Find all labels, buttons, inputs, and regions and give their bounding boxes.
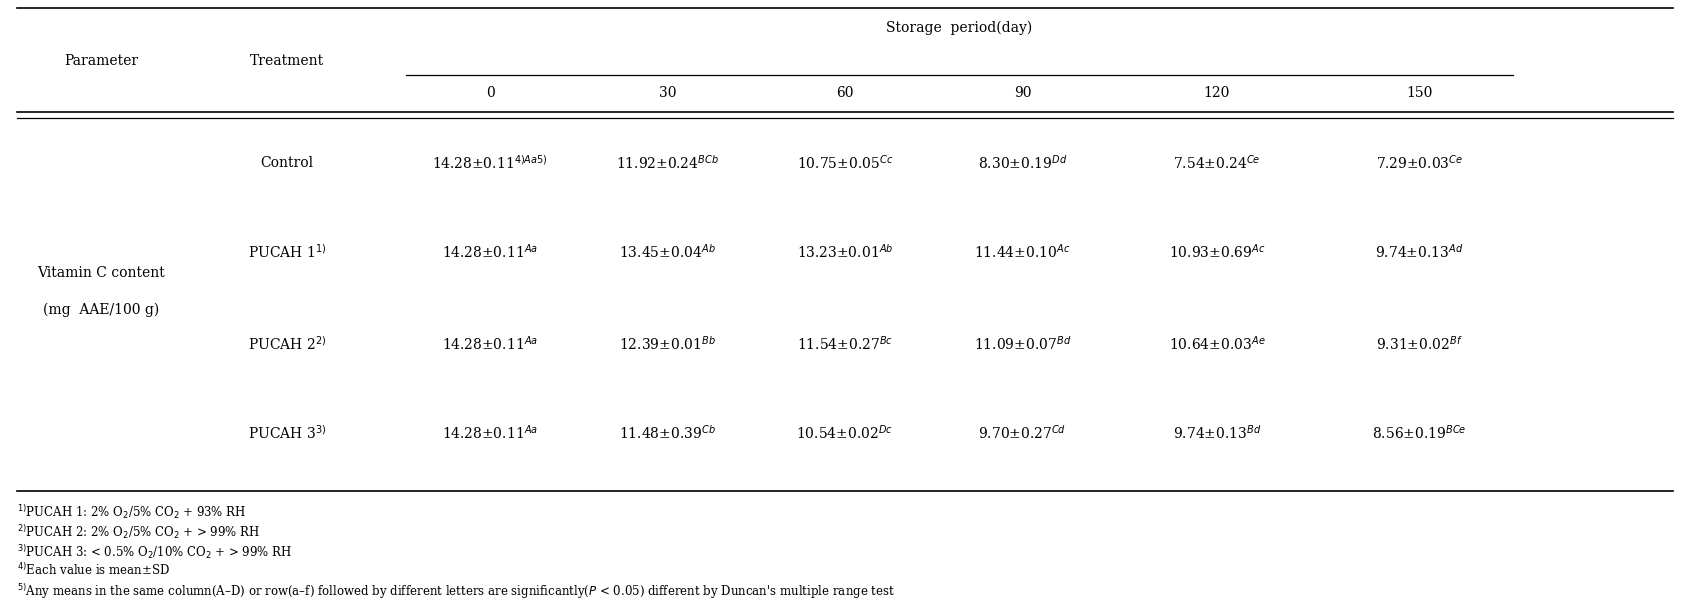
Text: 11.54±0.27$^{Bc}$: 11.54±0.27$^{Bc}$ <box>797 335 892 353</box>
Text: 9.31±0.02$^{Bf}$: 9.31±0.02$^{Bf}$ <box>1375 335 1463 353</box>
Text: 90: 90 <box>1013 87 1030 100</box>
Text: 13.45±0.04$^{Ab}$: 13.45±0.04$^{Ab}$ <box>618 243 716 261</box>
Text: 30: 30 <box>659 87 676 100</box>
Text: $^{4)}$Each value is mean±SD: $^{4)}$Each value is mean±SD <box>17 562 169 578</box>
Text: 9.74±0.13$^{Bd}$: 9.74±0.13$^{Bd}$ <box>1172 424 1260 442</box>
Text: 120: 120 <box>1203 87 1230 100</box>
Text: 10.54±0.02$^{Dc}$: 10.54±0.02$^{Dc}$ <box>796 424 893 442</box>
Text: 7.54±0.24$^{Ce}$: 7.54±0.24$^{Ce}$ <box>1172 154 1260 172</box>
Text: 14.28±0.11$^{Aa}$: 14.28±0.11$^{Aa}$ <box>443 243 537 261</box>
Text: $^{2)}$PUCAH 2: 2% O$_2$/5% CO$_2$ + > 99% RH: $^{2)}$PUCAH 2: 2% O$_2$/5% CO$_2$ + > 9… <box>17 523 260 541</box>
Text: 8.56±0.19$^{BCe}$: 8.56±0.19$^{BCe}$ <box>1371 424 1466 442</box>
Text: PUCAH 2$^{2)}$: PUCAH 2$^{2)}$ <box>248 335 326 353</box>
Text: 11.44±0.10$^{Ac}$: 11.44±0.10$^{Ac}$ <box>975 243 1069 261</box>
Text: PUCAH 1$^{1)}$: PUCAH 1$^{1)}$ <box>248 243 326 261</box>
Text: 14.28±0.11$^{4)Aa5)}$: 14.28±0.11$^{4)Aa5)}$ <box>432 154 547 172</box>
Text: 14.28±0.11$^{Aa}$: 14.28±0.11$^{Aa}$ <box>443 424 537 442</box>
Text: 8.30±0.19$^{Dd}$: 8.30±0.19$^{Dd}$ <box>978 154 1066 172</box>
Text: 11.48±0.39$^{Cb}$: 11.48±0.39$^{Cb}$ <box>618 424 716 442</box>
Text: 7.29±0.03$^{Ce}$: 7.29±0.03$^{Ce}$ <box>1375 154 1463 172</box>
Text: 14.28±0.11$^{Aa}$: 14.28±0.11$^{Aa}$ <box>443 335 537 353</box>
Text: 9.74±0.13$^{Ad}$: 9.74±0.13$^{Ad}$ <box>1375 243 1463 261</box>
Text: PUCAH 3$^{3)}$: PUCAH 3$^{3)}$ <box>248 424 326 442</box>
Text: Vitamin C content: Vitamin C content <box>37 266 166 280</box>
Text: (mg  AAE/100 g): (mg AAE/100 g) <box>44 303 159 317</box>
Text: Treatment: Treatment <box>250 55 324 68</box>
Text: $^{3)}$PUCAH 3: < 0.5% O$_2$/10% CO$_2$ + > 99% RH: $^{3)}$PUCAH 3: < 0.5% O$_2$/10% CO$_2$ … <box>17 543 292 561</box>
Text: 10.64±0.03$^{Ae}$: 10.64±0.03$^{Ae}$ <box>1167 335 1265 353</box>
Text: 13.23±0.01$^{Ab}$: 13.23±0.01$^{Ab}$ <box>796 243 893 261</box>
Text: 10.75±0.05$^{Cc}$: 10.75±0.05$^{Cc}$ <box>796 154 893 172</box>
Text: 150: 150 <box>1405 87 1432 100</box>
Text: Storage  period(day): Storage period(day) <box>885 20 1032 35</box>
Text: $^{5)}$Any means in the same column(A–D) or row(a–f) followed by different lette: $^{5)}$Any means in the same column(A–D)… <box>17 582 895 601</box>
Text: 11.09±0.07$^{Bd}$: 11.09±0.07$^{Bd}$ <box>973 335 1071 353</box>
Text: 11.92±0.24$^{BCb}$: 11.92±0.24$^{BCb}$ <box>616 154 718 172</box>
Text: Control: Control <box>260 156 314 169</box>
Text: 10.93±0.69$^{Ac}$: 10.93±0.69$^{Ac}$ <box>1169 243 1263 261</box>
Text: $^{1)}$PUCAH 1: 2% O$_2$/5% CO$_2$ + 93% RH: $^{1)}$PUCAH 1: 2% O$_2$/5% CO$_2$ + 93%… <box>17 503 247 521</box>
Text: 9.70±0.27$^{Cd}$: 9.70±0.27$^{Cd}$ <box>978 424 1066 442</box>
Text: 12.39±0.01$^{Bb}$: 12.39±0.01$^{Bb}$ <box>618 335 716 353</box>
Text: 60: 60 <box>836 87 853 100</box>
Text: 0: 0 <box>485 87 495 100</box>
Text: Parameter: Parameter <box>64 55 138 68</box>
